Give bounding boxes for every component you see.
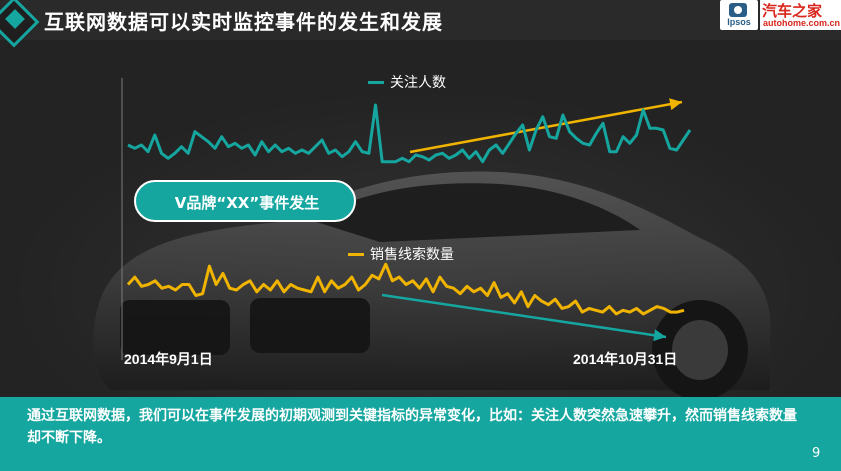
event-annotation-text: V品牌“XX”事件发生 bbox=[174, 194, 320, 212]
car-background-image bbox=[93, 171, 771, 400]
autohome-logo-en: autohome.com.cn bbox=[763, 18, 841, 28]
end-date-label: 2014年10月31日 bbox=[573, 351, 678, 367]
ipsos-logo-text: Ipsos bbox=[727, 17, 751, 27]
page-title: 互联网数据可以实时监控事件的发生和发展 bbox=[44, 10, 443, 34]
footer-bar: 通过互联网数据，我们可以在事件发展的初期观测到关键指标的异常变化，比如：关注人数… bbox=[0, 397, 841, 471]
autohome-logo-cn: 汽车之家 bbox=[762, 2, 823, 20]
legend-label-sales-leads: 销售线索数量 bbox=[370, 247, 454, 263]
ipsos-logo: Ipsos bbox=[720, 0, 758, 30]
autohome-logo: 汽车之家 autohome.com.cn bbox=[760, 0, 841, 30]
legend-item-followers: 关注人数 bbox=[368, 72, 446, 92]
legend-swatch-sales-leads bbox=[348, 252, 364, 256]
legend-label-followers: 关注人数 bbox=[390, 75, 446, 91]
legend-swatch-followers bbox=[368, 80, 384, 84]
header-bar: 互联网数据可以实时监控事件的发生和发展 Ipsos 汽车之家 autohome.… bbox=[0, 0, 841, 48]
legend-item-sales-leads: 销售线索数量 bbox=[348, 244, 454, 264]
series-line-sales-leads bbox=[126, 262, 685, 316]
ipsos-logo-mark bbox=[729, 3, 747, 17]
start-date-label: 2014年9月1日 bbox=[124, 351, 213, 367]
trend-arrow-down bbox=[381, 293, 667, 342]
event-annotation-bubble: V品牌“XX”事件发生 bbox=[134, 180, 356, 222]
page-number: 9 bbox=[812, 446, 821, 461]
series-line-followers bbox=[127, 103, 692, 164]
footer-text: 通过互联网数据，我们可以在事件发展的初期观测到关键指标的异常变化，比如：关注人数… bbox=[27, 408, 797, 446]
line-chart bbox=[121, 78, 692, 360]
